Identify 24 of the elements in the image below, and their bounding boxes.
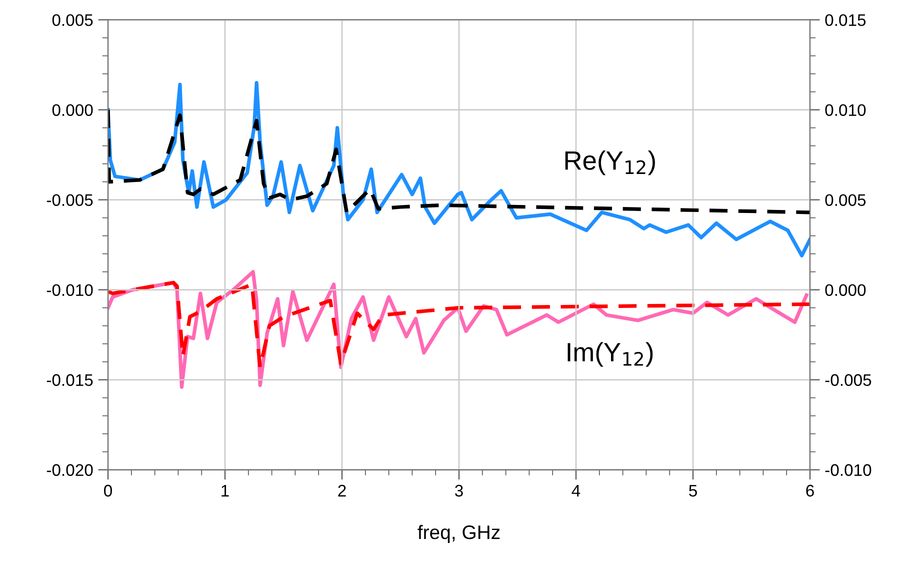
y2-tick-label: 0.015 — [825, 14, 866, 26]
x-tick-label: 0 — [104, 484, 112, 497]
y2-tick-label: -0.005 — [825, 374, 872, 386]
y2-tick-label: 0.000 — [825, 284, 866, 296]
y-tick-label: 0.000 — [52, 104, 93, 116]
x-tick-label: 5 — [689, 484, 697, 497]
annotation: Im(Y$_{12}$) — [568, 342, 653, 367]
x-tick-label: 1 — [222, 484, 229, 496]
annotation: Re(Y$_{12}$) — [565, 150, 655, 176]
y-tick-label: -0.010 — [46, 284, 93, 296]
y-tick-label: -0.015 — [46, 374, 93, 386]
x-axis-title: freq, GHz — [418, 524, 500, 544]
y-tick-label: 0.005 — [52, 14, 93, 26]
y2-tick-label: 0.010 — [825, 104, 866, 116]
y2-tick-label: -0.010 — [825, 464, 872, 476]
y-tick-label: -0.005 — [46, 194, 93, 206]
x-tick-label: 6 — [806, 484, 814, 497]
y-tick-label: -0.020 — [46, 464, 93, 476]
x-tick-label: 3 — [455, 484, 463, 497]
x-tick-label: 4 — [572, 484, 580, 496]
line-series — [108, 108, 810, 214]
x-tick-label: 2 — [338, 484, 346, 496]
line-series — [108, 280, 810, 369]
y2-tick-label: 0.005 — [825, 194, 866, 206]
